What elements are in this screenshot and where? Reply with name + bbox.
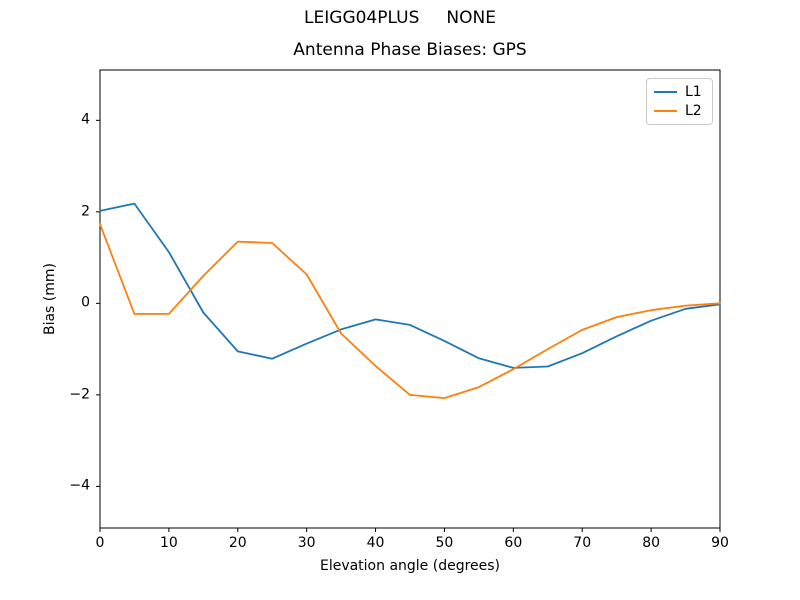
y-tick-label: 4	[81, 112, 90, 129]
legend-line-swatch-l1	[654, 90, 677, 93]
y-tick-label: −2	[69, 386, 90, 403]
x-tick-label: 0	[95, 535, 105, 551]
axes-spines	[99, 69, 721, 529]
x-tick-label: 90	[711, 535, 729, 551]
legend-label: L1	[685, 83, 702, 100]
x-tick-label: 50	[435, 535, 454, 551]
x-tick-label: 30	[297, 535, 316, 551]
x-tick-label: 60	[504, 535, 523, 551]
x-tick-label: 70	[573, 535, 592, 551]
legend-label: L2	[685, 103, 702, 120]
legend-item-l1: L1	[654, 83, 705, 101]
x-tick-label: 80	[642, 535, 661, 551]
x-tick-label: 40	[366, 535, 385, 551]
figure-suptitle: LEIGG04PLUS NONE	[304, 8, 496, 28]
legend: L1 L2	[646, 78, 713, 125]
y-tick-label: 2	[81, 203, 90, 220]
series-line-l1	[99, 202, 721, 369]
axes-title: Antenna Phase Biases: GPS	[293, 40, 527, 60]
x-tick-label: 10	[159, 535, 178, 551]
y-tick-label: 0	[81, 295, 90, 312]
x-axis-label: Elevation angle (degrees)	[319, 558, 501, 574]
x-tick-label: 20	[228, 535, 247, 551]
series-line-l2	[99, 223, 721, 400]
legend-item-l2: L2	[654, 102, 705, 120]
y-tick-label: −4	[69, 478, 90, 495]
legend-line-swatch-l2	[654, 110, 677, 113]
